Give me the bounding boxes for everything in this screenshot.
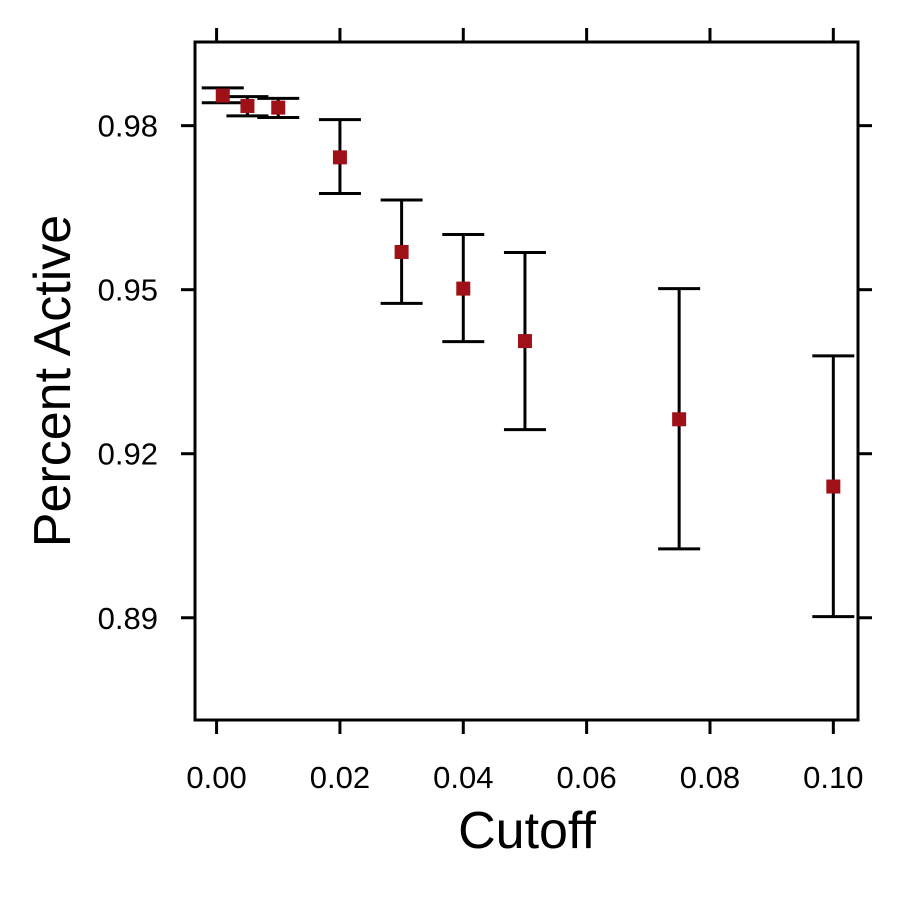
data-point-marker bbox=[240, 98, 255, 113]
data-points bbox=[215, 88, 841, 494]
data-point-marker bbox=[672, 412, 687, 427]
plot-frame bbox=[193, 40, 860, 722]
data-point-marker bbox=[517, 334, 532, 349]
y-tick-label: 0.95 bbox=[98, 273, 158, 308]
x-axis-ticks bbox=[215, 28, 835, 734]
y-axis-title: Percent Active bbox=[24, 215, 82, 547]
x-tick-label: 0.10 bbox=[803, 760, 863, 795]
data-point-marker bbox=[826, 479, 841, 494]
y-axis-ticks bbox=[181, 124, 872, 620]
y-tick-label: 0.89 bbox=[98, 601, 158, 636]
data-point-marker bbox=[215, 88, 230, 103]
error-bars bbox=[201, 86, 855, 619]
x-tick-label: 0.04 bbox=[433, 760, 493, 795]
x-axis-title: Cutoff bbox=[458, 802, 596, 860]
data-point-marker bbox=[332, 150, 347, 165]
y-tick-label: 0.92 bbox=[98, 437, 158, 472]
data-point-marker bbox=[271, 100, 286, 115]
y-axis-tick-labels: 0.89 0.92 0.95 0.98 bbox=[98, 109, 158, 636]
x-tick-label: 0.08 bbox=[680, 760, 740, 795]
x-axis-tick-labels: 0.00 0.02 0.04 0.06 0.08 0.10 bbox=[186, 760, 863, 795]
data-point-marker bbox=[456, 281, 471, 296]
y-tick-label: 0.98 bbox=[98, 109, 158, 144]
data-point-marker bbox=[394, 244, 409, 259]
x-tick-label: 0.02 bbox=[310, 760, 370, 795]
x-tick-label: 0.00 bbox=[186, 760, 246, 795]
x-tick-label: 0.06 bbox=[556, 760, 616, 795]
